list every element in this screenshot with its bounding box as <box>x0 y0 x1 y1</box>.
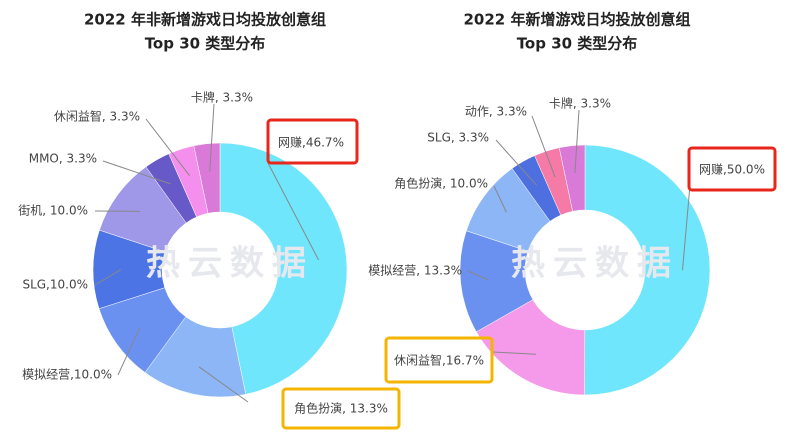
slice-label: 休闲益智,16.7% <box>394 353 484 368</box>
slice-label: 卡牌, 3.3% <box>191 91 253 105</box>
slice-label: MMO, 3.3% <box>29 152 97 166</box>
slice-label: 街机, 10.0% <box>18 204 88 218</box>
watermark: 热云数据 <box>146 244 314 284</box>
slice-label: 模拟经营,10.0% <box>22 368 112 382</box>
chart-subtitle: Top 30 类型分布 <box>145 35 266 53</box>
slice-label: SLG, 3.3% <box>427 131 489 145</box>
chart-title: 2022 年非新增游戏日均投放创意组 <box>84 11 326 29</box>
slice-label: 动作, 3.3% <box>465 105 527 119</box>
slice-label: 网赚,46.7% <box>278 135 344 150</box>
slice-label: 网赚,50.0% <box>699 162 765 177</box>
slice-label: 卡牌, 3.3% <box>549 97 611 111</box>
chart-subtitle: Top 30 类型分布 <box>517 35 638 53</box>
slice-label: 休闲益智, 3.3% <box>54 109 140 124</box>
slice-label: SLG,10.0% <box>22 278 88 292</box>
watermark: 热云数据 <box>511 244 679 284</box>
slice-label: 角色扮演, 10.0% <box>394 176 488 191</box>
slice-label: 角色扮演, 13.3% <box>294 401 388 416</box>
chart-title: 2022 年新增游戏日均投放创意组 <box>464 11 691 29</box>
slice-label: 模拟经营, 13.3% <box>368 264 462 278</box>
